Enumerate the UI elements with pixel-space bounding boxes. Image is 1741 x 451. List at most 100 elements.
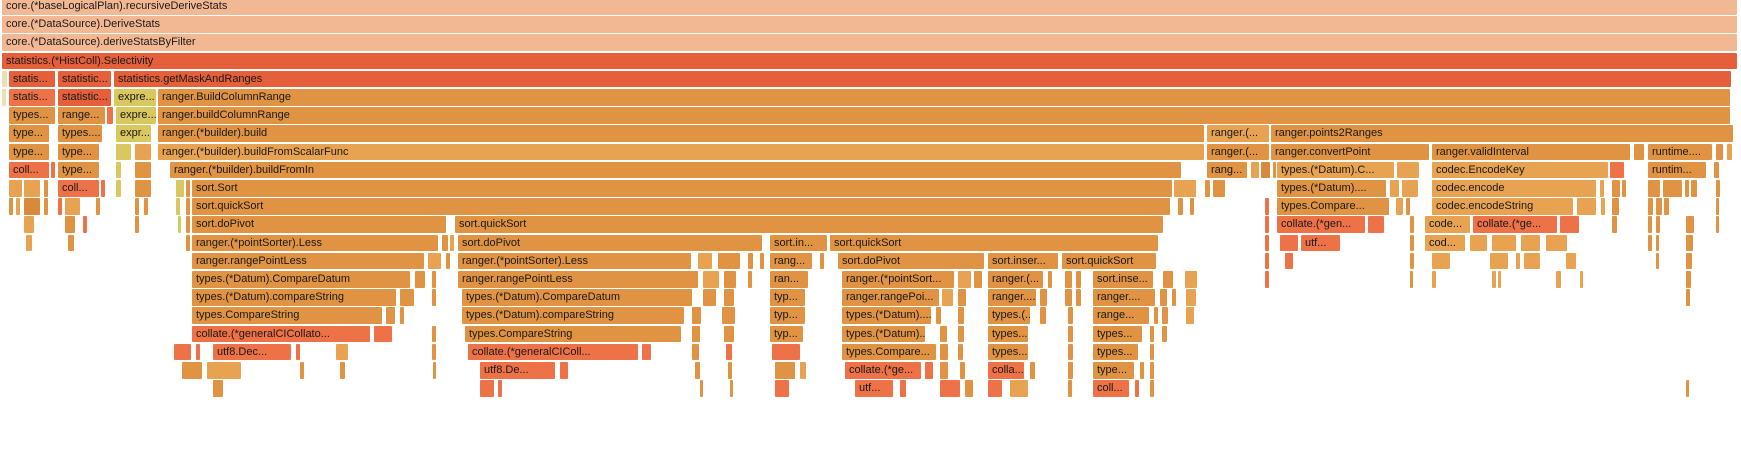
flame-frame-fragment[interactable] <box>1656 216 1660 233</box>
flame-frame-fragment[interactable] <box>940 380 960 397</box>
flame-frame[interactable]: sort.doPivot <box>458 234 762 252</box>
flame-frame[interactable]: rang... <box>770 252 812 270</box>
flame-frame-fragment[interactable] <box>135 216 139 233</box>
flame-frame-fragment[interactable] <box>1068 307 1073 324</box>
flame-frame-fragment[interactable] <box>698 252 712 270</box>
flame-frame-fragment[interactable] <box>340 362 345 379</box>
flame-frame-fragment[interactable] <box>1686 380 1689 397</box>
flame-frame-fragment[interactable] <box>1397 161 1419 179</box>
flame-frame[interactable]: utf8.Dec... <box>213 343 291 361</box>
flame-frame-fragment[interactable] <box>336 343 348 361</box>
flame-frame[interactable]: ranger.buildColumnRange <box>158 107 1730 124</box>
flame-frame-fragment[interactable] <box>65 198 80 215</box>
flame-frame-fragment[interactable] <box>1716 143 1723 161</box>
flame-frame-fragment[interactable] <box>1162 325 1167 343</box>
flame-frame-fragment[interactable] <box>1601 198 1605 215</box>
flame-frame[interactable]: types.(... <box>988 307 1030 324</box>
flame-frame[interactable]: type... <box>9 125 49 142</box>
flame-frame[interactable]: range... <box>1093 307 1149 324</box>
flame-frame-fragment[interactable] <box>1150 325 1154 343</box>
flame-frame-fragment[interactable] <box>432 325 436 343</box>
flame-frame-fragment[interactable] <box>1265 252 1269 270</box>
flame-frame-fragment[interactable] <box>1577 198 1596 215</box>
flame-frame-fragment[interactable] <box>178 216 181 233</box>
flame-frame-fragment[interactable] <box>692 325 700 343</box>
flame-frame-fragment[interactable] <box>83 216 87 233</box>
flame-frame-fragment[interactable] <box>958 343 963 361</box>
flame-frame-fragment[interactable] <box>1516 252 1520 270</box>
flame-frame-fragment[interactable] <box>940 362 948 379</box>
flame-frame[interactable]: utf... <box>855 380 893 397</box>
flame-frame[interactable]: type... <box>58 161 99 179</box>
flame-frame-fragment[interactable] <box>936 307 941 324</box>
flame-frame-fragment[interactable] <box>1368 216 1384 233</box>
flame-frame-fragment[interactable] <box>432 271 436 288</box>
flame-frame-fragment[interactable] <box>24 198 40 215</box>
flame-frame[interactable]: ranger.... <box>988 289 1036 306</box>
flame-frame-fragment[interactable] <box>1492 271 1496 288</box>
flame-frame[interactable]: typ... <box>770 289 805 306</box>
flame-frame[interactable]: sort.doPivot <box>838 252 984 270</box>
flame-frame-fragment[interactable] <box>820 252 824 270</box>
flame-frame-fragment[interactable] <box>1186 289 1196 306</box>
flame-frame[interactable]: type... <box>9 143 49 161</box>
flame-frame-fragment[interactable] <box>1521 234 1540 252</box>
flame-frame-fragment[interactable] <box>1648 216 1652 233</box>
flame-frame-fragment[interactable] <box>207 362 241 379</box>
flame-frame[interactable]: range... <box>58 107 105 124</box>
flame-frame[interactable]: types.(*Datum).CompareDatum <box>462 289 692 306</box>
flame-frame-fragment[interactable] <box>1065 289 1072 306</box>
flame-frame-fragment[interactable] <box>374 325 392 343</box>
flame-frame-fragment[interactable] <box>1714 161 1719 179</box>
flame-frame[interactable]: ranger.... <box>1093 289 1155 306</box>
flame-frame-fragment[interactable] <box>958 289 966 306</box>
flame-frame[interactable]: cod... <box>1425 234 1465 252</box>
flame-frame-fragment[interactable] <box>116 180 121 197</box>
flame-frame[interactable]: sort.quickSort <box>192 198 1170 215</box>
flame-frame[interactable]: runtime.... <box>1648 143 1712 161</box>
flame-frame-fragment[interactable] <box>1716 198 1719 215</box>
flame-frame[interactable]: expr... <box>116 125 151 142</box>
flame-frame-fragment[interactable] <box>1600 180 1604 197</box>
flame-frame[interactable]: codec.encodeString <box>1432 198 1573 215</box>
flame-frame-fragment[interactable] <box>1285 252 1293 270</box>
flame-frame-fragment[interactable] <box>1634 143 1644 161</box>
flame-frame[interactable]: type... <box>58 143 99 161</box>
flame-frame-fragment[interactable] <box>760 252 764 270</box>
flame-frame-fragment[interactable] <box>724 289 734 306</box>
flame-frame-fragment[interactable] <box>1432 252 1450 270</box>
flame-frame-fragment[interactable] <box>1251 161 1259 179</box>
flame-frame-fragment[interactable] <box>988 380 1002 397</box>
flame-frame-fragment[interactable] <box>1686 289 1690 306</box>
flame-frame[interactable]: sort.in... <box>770 234 827 252</box>
flame-frame-fragment[interactable] <box>560 362 568 379</box>
flame-frame-fragment[interactable] <box>1648 234 1652 252</box>
flame-frame-fragment[interactable] <box>68 234 74 252</box>
flame-frame[interactable]: coll... <box>1093 380 1129 397</box>
flame-frame[interactable]: typ... <box>770 307 805 324</box>
flame-frame-fragment[interactable] <box>1150 380 1154 397</box>
flame-frame-fragment[interactable] <box>772 343 800 361</box>
flame-frame-fragment[interactable] <box>958 325 964 343</box>
flame-frame-fragment[interactable] <box>1160 289 1167 306</box>
flame-frame[interactable]: types.(*Datum)... <box>842 325 925 343</box>
flame-frame-fragment[interactable] <box>213 380 223 397</box>
flame-frame-fragment[interactable] <box>1716 216 1719 233</box>
flame-frame-fragment[interactable] <box>940 343 948 361</box>
flame-frame-fragment[interactable] <box>1566 252 1576 270</box>
flame-frame[interactable]: utf8.De... <box>480 362 555 379</box>
flame-frame-fragment[interactable] <box>1498 271 1501 288</box>
flame-frame[interactable]: ranger.rangePoi... <box>842 289 939 306</box>
flame-frame-fragment[interactable] <box>1656 234 1659 252</box>
flame-frame[interactable]: collate.(*ge... <box>1473 216 1557 233</box>
flame-frame[interactable]: ranger.validInterval <box>1432 143 1630 161</box>
flame-frame-fragment[interactable] <box>642 343 651 361</box>
flame-frame[interactable]: ranger.convertPoint <box>1271 143 1429 161</box>
flame-frame-fragment[interactable] <box>1040 307 1046 324</box>
flame-frame-fragment[interactable] <box>58 198 62 215</box>
flame-frame[interactable]: sort.quickSort <box>455 216 1163 233</box>
flame-frame[interactable]: ranger.(*pointSorter).Less <box>458 252 691 270</box>
flame-frame-fragment[interactable] <box>186 180 190 197</box>
flame-frame-fragment[interactable] <box>1663 180 1682 197</box>
flame-frame-fragment[interactable] <box>16 198 20 215</box>
